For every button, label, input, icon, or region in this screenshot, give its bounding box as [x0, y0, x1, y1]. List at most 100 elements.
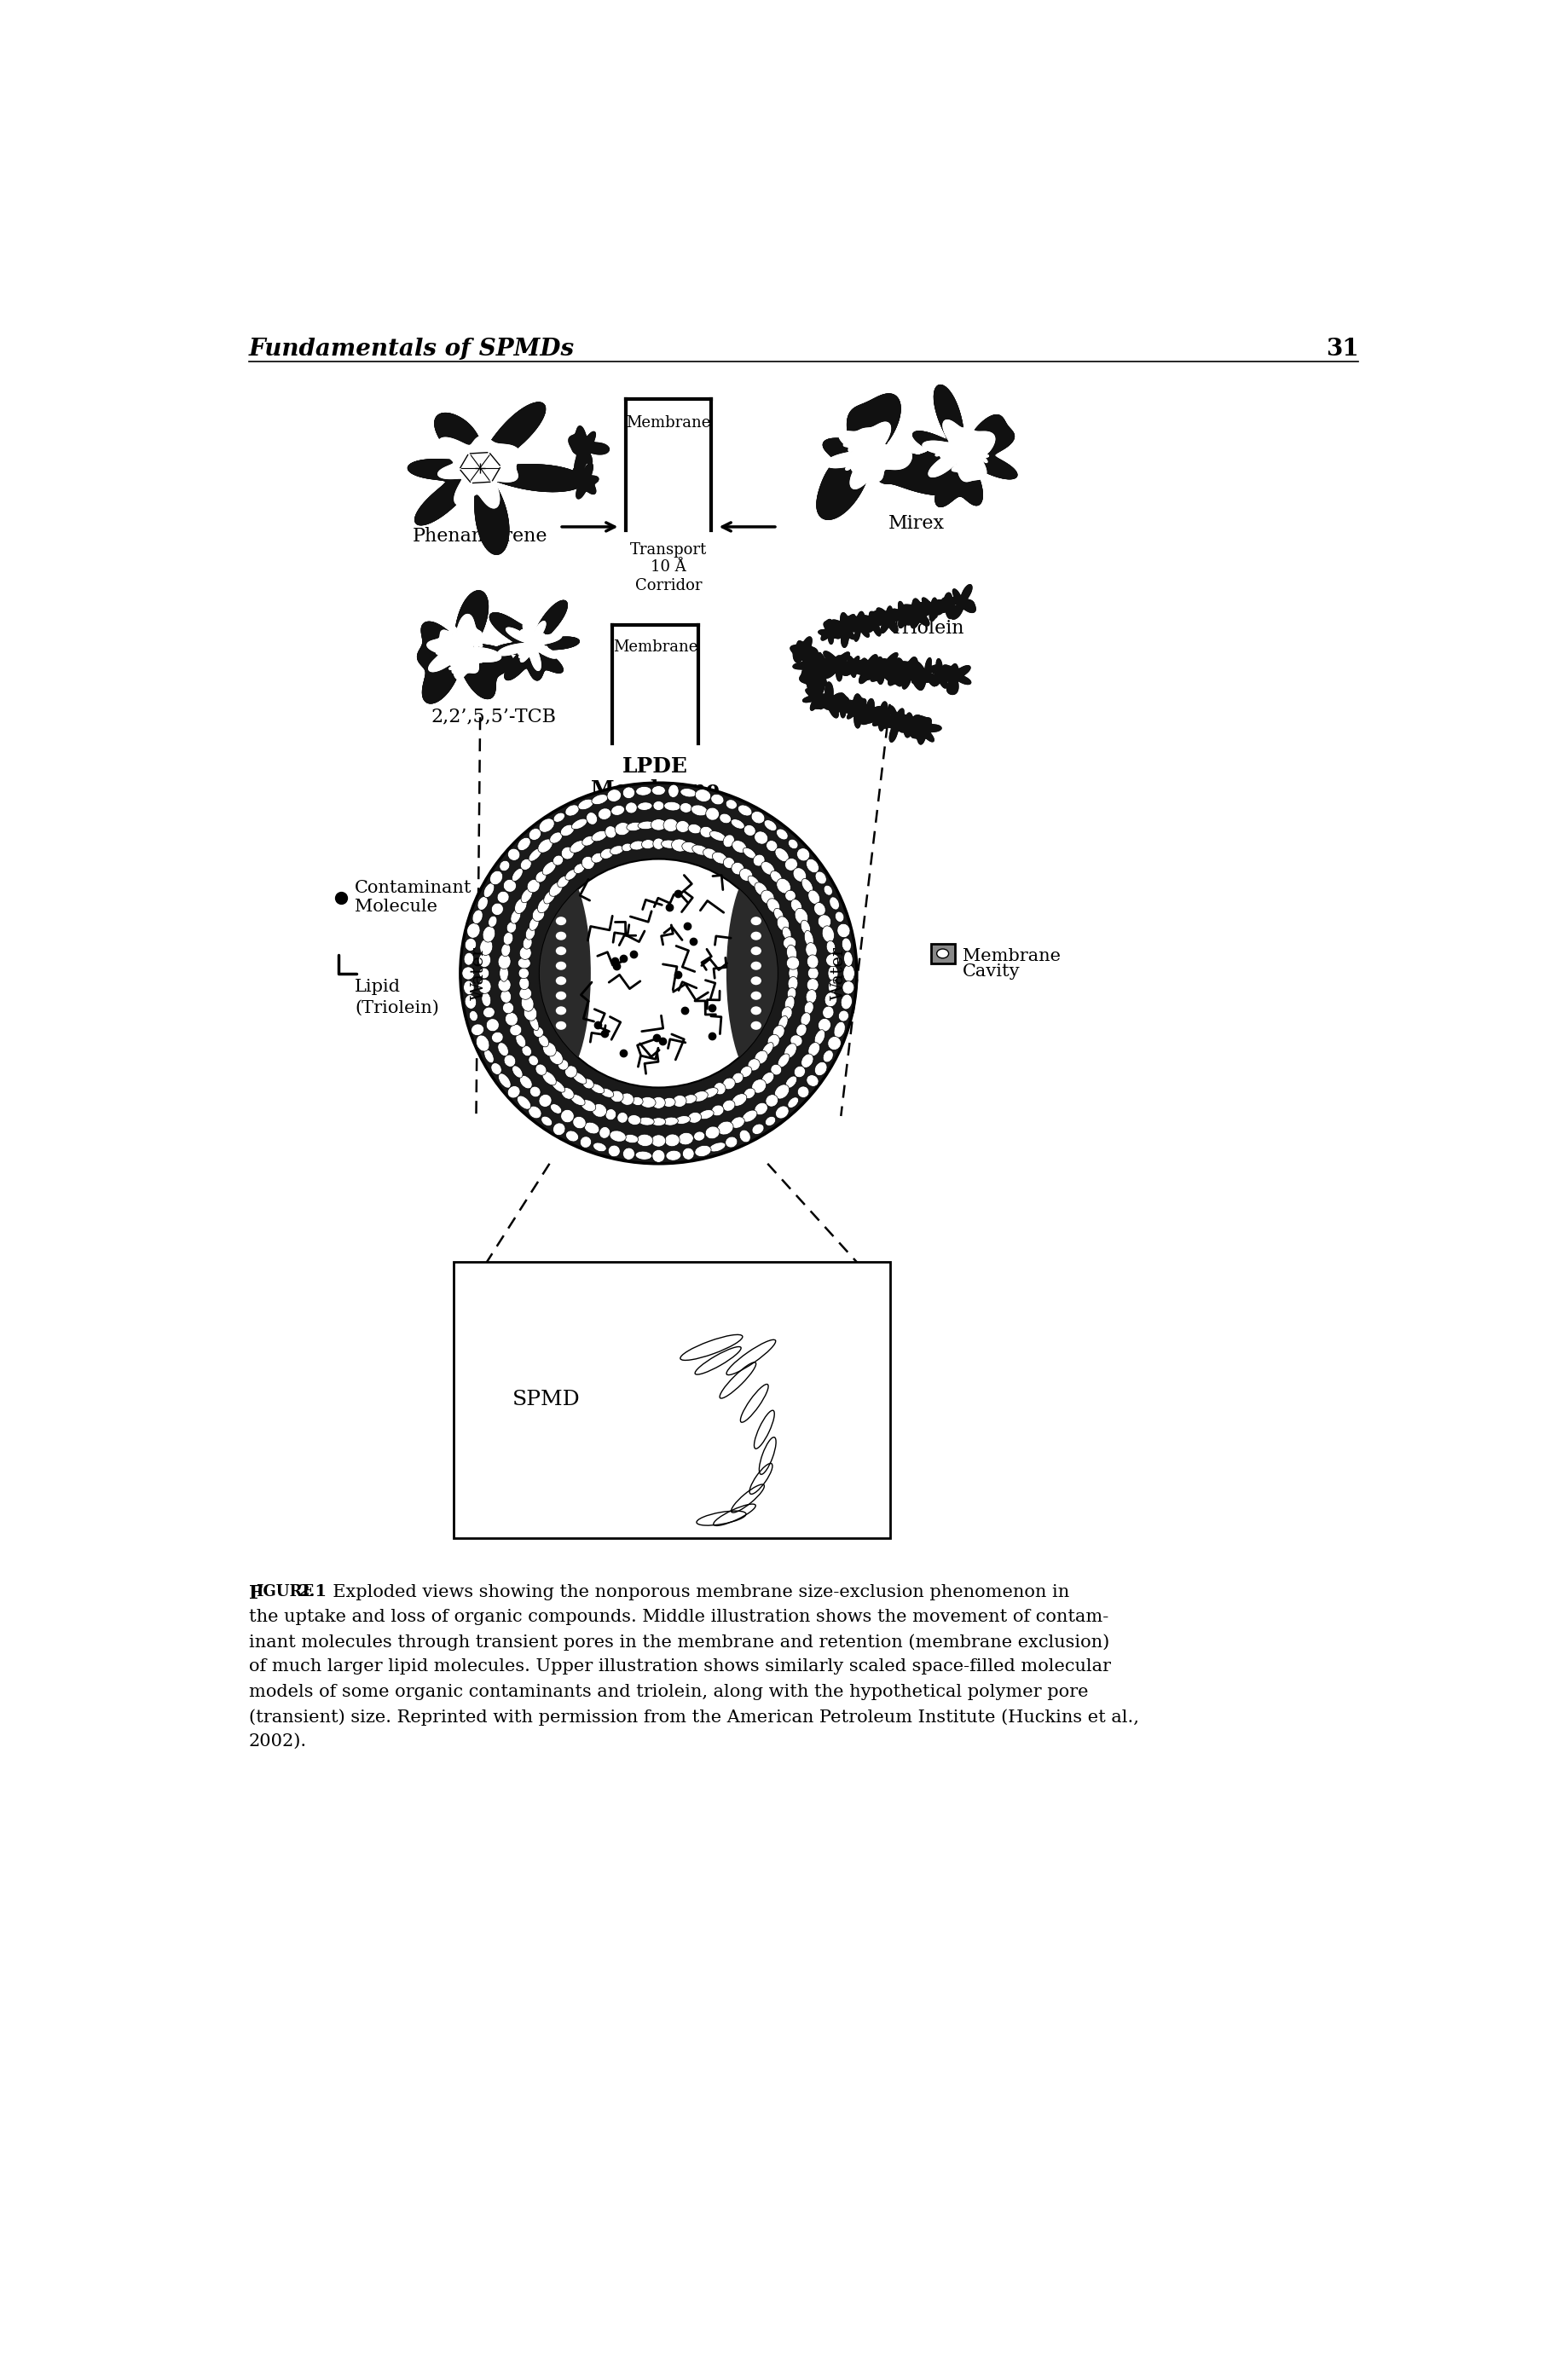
Ellipse shape: [798, 1086, 809, 1098]
Ellipse shape: [787, 944, 797, 961]
Ellipse shape: [732, 1093, 746, 1105]
Text: Lipid: Lipid: [354, 980, 401, 994]
Ellipse shape: [804, 930, 814, 946]
Ellipse shape: [499, 1074, 511, 1088]
Ellipse shape: [751, 812, 765, 823]
Ellipse shape: [666, 1150, 681, 1162]
Ellipse shape: [499, 953, 511, 970]
Ellipse shape: [720, 814, 731, 823]
Ellipse shape: [554, 854, 563, 866]
Ellipse shape: [572, 819, 586, 830]
Text: 70 – 95 μm thick: 70 – 95 μm thick: [585, 807, 726, 821]
Ellipse shape: [776, 878, 790, 894]
Text: Contaminant
Molecule: Contaminant Molecule: [354, 880, 472, 916]
Ellipse shape: [522, 937, 532, 949]
Ellipse shape: [610, 1091, 624, 1103]
Ellipse shape: [480, 968, 489, 980]
Ellipse shape: [555, 991, 566, 1001]
Text: LPDE: LPDE: [622, 757, 688, 776]
Ellipse shape: [467, 923, 480, 937]
Ellipse shape: [585, 1121, 599, 1133]
Ellipse shape: [706, 1126, 720, 1138]
Polygon shape: [426, 615, 502, 679]
Ellipse shape: [754, 1051, 768, 1065]
Ellipse shape: [767, 840, 778, 852]
Ellipse shape: [764, 821, 776, 830]
Ellipse shape: [517, 1095, 532, 1110]
Ellipse shape: [844, 951, 853, 965]
Text: Membrane: Membrane: [963, 949, 1060, 965]
Ellipse shape: [754, 830, 768, 845]
Polygon shape: [936, 445, 952, 457]
Polygon shape: [853, 655, 880, 684]
Ellipse shape: [762, 1043, 773, 1055]
Polygon shape: [935, 594, 956, 618]
Ellipse shape: [842, 982, 855, 994]
Ellipse shape: [797, 1024, 806, 1036]
Ellipse shape: [808, 890, 820, 904]
Polygon shape: [922, 421, 994, 480]
Ellipse shape: [470, 1024, 485, 1036]
Ellipse shape: [748, 1058, 760, 1072]
Ellipse shape: [558, 1060, 569, 1069]
Ellipse shape: [673, 1095, 687, 1107]
Ellipse shape: [564, 868, 577, 880]
Ellipse shape: [808, 980, 818, 991]
Ellipse shape: [521, 890, 533, 904]
Ellipse shape: [580, 1136, 591, 1148]
Polygon shape: [844, 613, 873, 641]
Ellipse shape: [762, 1072, 775, 1084]
Ellipse shape: [702, 849, 717, 859]
Polygon shape: [883, 452, 897, 468]
Ellipse shape: [586, 812, 597, 826]
Ellipse shape: [651, 819, 666, 830]
Ellipse shape: [760, 890, 775, 904]
Ellipse shape: [528, 1015, 539, 1032]
Ellipse shape: [521, 859, 532, 871]
Ellipse shape: [528, 828, 541, 840]
Ellipse shape: [787, 956, 800, 970]
Ellipse shape: [561, 1088, 574, 1100]
Ellipse shape: [706, 807, 720, 821]
Ellipse shape: [535, 1065, 547, 1074]
Ellipse shape: [503, 932, 513, 944]
Ellipse shape: [751, 1006, 762, 1015]
Ellipse shape: [539, 819, 555, 833]
Ellipse shape: [477, 1034, 489, 1051]
Polygon shape: [538, 646, 549, 653]
Ellipse shape: [536, 871, 547, 883]
Ellipse shape: [815, 871, 826, 885]
Ellipse shape: [731, 819, 745, 828]
Ellipse shape: [782, 937, 797, 949]
Ellipse shape: [739, 804, 753, 816]
Ellipse shape: [693, 1131, 706, 1140]
Ellipse shape: [533, 909, 544, 920]
Text: Membrane: Membrane: [613, 639, 698, 655]
Ellipse shape: [726, 1136, 737, 1148]
Ellipse shape: [564, 804, 579, 816]
Text: Mirex: Mirex: [887, 513, 944, 532]
Ellipse shape: [751, 932, 762, 939]
Ellipse shape: [610, 845, 624, 854]
Text: inant molecules through transient pores in the membrane and retention (membrane : inant molecules through transient pores …: [249, 1633, 1110, 1651]
Ellipse shape: [555, 1006, 566, 1015]
Ellipse shape: [823, 885, 833, 894]
Ellipse shape: [743, 1088, 756, 1098]
Ellipse shape: [480, 939, 492, 956]
Ellipse shape: [497, 892, 510, 904]
Ellipse shape: [539, 859, 778, 1088]
Ellipse shape: [579, 800, 593, 809]
Ellipse shape: [695, 1145, 712, 1157]
Ellipse shape: [517, 838, 530, 849]
Ellipse shape: [723, 835, 734, 847]
Ellipse shape: [668, 786, 679, 797]
Ellipse shape: [790, 1034, 803, 1046]
Ellipse shape: [767, 1034, 779, 1048]
Ellipse shape: [632, 1098, 643, 1105]
Polygon shape: [833, 693, 855, 717]
Ellipse shape: [627, 1114, 641, 1124]
Ellipse shape: [528, 849, 541, 861]
Text: (Triolein): (Triolein): [354, 998, 439, 1015]
Ellipse shape: [513, 868, 522, 880]
Ellipse shape: [514, 899, 527, 913]
